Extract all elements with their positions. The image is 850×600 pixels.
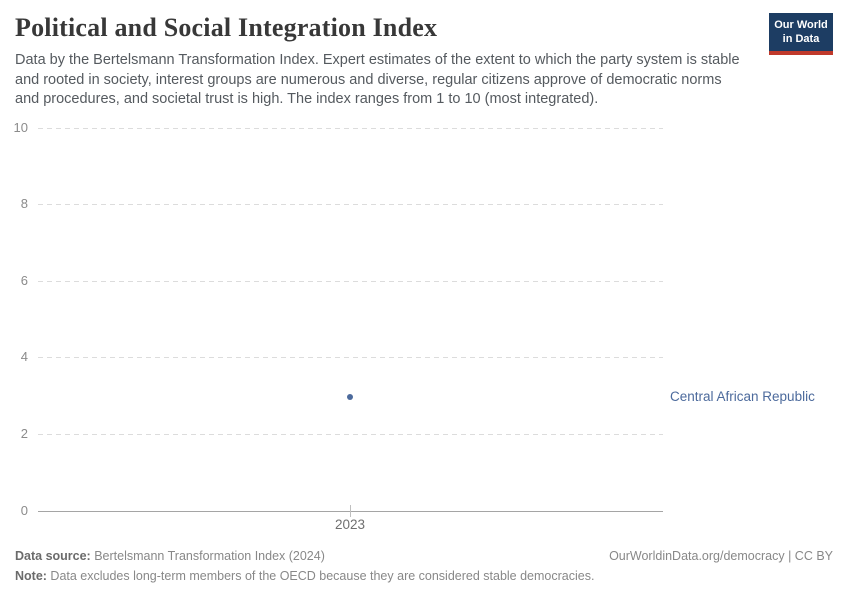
y-tick-label-0: 0 <box>20 503 28 518</box>
y-tick-label-6: 6 <box>20 273 28 288</box>
gridline-8 <box>38 204 663 205</box>
y-tick-label-2: 2 <box>20 426 28 441</box>
owid-logo-line1: Our World <box>774 19 828 31</box>
note-value: Data excludes long-term members of the O… <box>46 569 595 583</box>
y-tick-label-10: 10 <box>13 120 28 135</box>
gridline-2 <box>38 434 663 435</box>
gridline-10 <box>38 128 663 129</box>
data-source-line: Data source: Bertelsmann Transformation … <box>15 549 325 563</box>
data-source-value: Bertelsmann Transformation Index (2024) <box>90 549 325 563</box>
owid-logo-line2: in Data <box>782 33 820 45</box>
gridline-4 <box>38 357 663 358</box>
x-tick-mark-2023 <box>350 505 351 517</box>
data-point-central-african-republic[interactable] <box>347 394 353 400</box>
owid-logo[interactable]: Our World in Data <box>769 13 833 55</box>
data-source-label: Data source: <box>15 549 91 563</box>
note-label: Note: <box>15 569 47 583</box>
x-tick-label-2023: 2023 <box>334 517 366 532</box>
page-title: Political and Social Integration Index <box>15 13 438 42</box>
y-tick-label-8: 8 <box>20 196 28 211</box>
entity-label-central-african-republic[interactable]: Central African Republic <box>670 389 815 404</box>
y-tick-label-4: 4 <box>20 349 28 364</box>
owid-attribution-link[interactable]: OurWorldinData.org/democracy | CC BY <box>609 549 833 563</box>
chart-subtitle: Data by the Bertelsmann Transformation I… <box>15 52 740 107</box>
gridline-6 <box>38 281 663 282</box>
note-line: Note: Data excludes long-term members of… <box>15 569 594 583</box>
